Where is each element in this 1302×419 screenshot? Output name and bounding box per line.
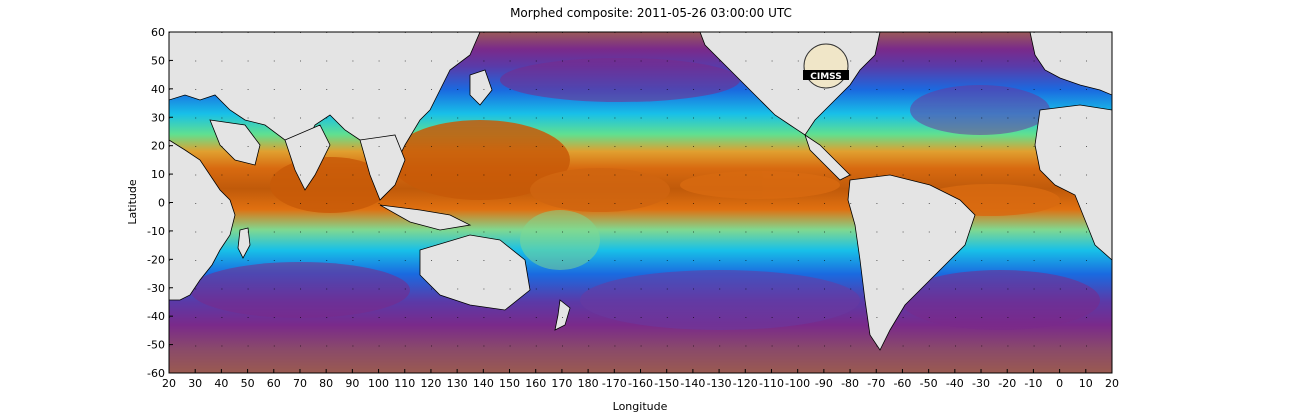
x-tick-label: -90: [815, 377, 833, 390]
y-tick-label: 10: [151, 168, 165, 181]
x-tick-label: 100: [368, 377, 389, 390]
x-tick-label: 140: [473, 377, 494, 390]
x-tick-label: 80: [319, 377, 333, 390]
y-axis: 60 50 40 30 20 10 0 -10 -20 -30 -40 -50 -60: [147, 26, 173, 380]
x-tick-label: 10: [1079, 377, 1093, 390]
x-tick-label: 90: [345, 377, 359, 390]
y-tick-label: 40: [151, 83, 165, 96]
x-axis-label: Longitude: [613, 400, 668, 413]
y-tick-label: -40: [147, 310, 165, 323]
x-tick-label: -50: [920, 377, 938, 390]
y-tick-label: -30: [147, 282, 165, 295]
y-tick-label: -50: [147, 339, 165, 352]
page-title: Morphed composite: 2011-05-26 03:00:00 U…: [510, 6, 792, 20]
x-tick-label: -60: [893, 377, 911, 390]
map-plot-area: [169, 32, 1112, 373]
x-tick-label: 0: [1056, 377, 1063, 390]
x-tick-label: -110: [759, 377, 784, 390]
x-tick-label: 170: [551, 377, 572, 390]
x-tick-label: 120: [420, 377, 441, 390]
y-tick-label: 60: [151, 26, 165, 39]
y-tick-label: 0: [158, 197, 165, 210]
x-tick-label: 180: [578, 377, 599, 390]
x-tick-label: 70: [293, 377, 307, 390]
x-tick-label: 50: [241, 377, 255, 390]
x-tick-label: 20: [162, 377, 176, 390]
x-tick-label: -10: [1024, 377, 1042, 390]
y-axis-label: Latitude: [126, 179, 139, 225]
x-tick-label: 150: [499, 377, 520, 390]
x-tick-label: -130: [707, 377, 732, 390]
logo-text: CIMSS: [810, 72, 841, 82]
x-tick-label: -140: [680, 377, 705, 390]
y-tick-label: -20: [147, 253, 165, 266]
y-tick-label: 20: [151, 140, 165, 153]
y-tick-label: -10: [147, 225, 165, 238]
x-tick-label: -70: [867, 377, 885, 390]
x-tick-label: 20: [1105, 377, 1119, 390]
x-tick-label: -30: [972, 377, 990, 390]
x-tick-label: -80: [841, 377, 859, 390]
y-tick-label: 50: [151, 54, 165, 67]
x-axis: 20 30 40 50 60 70 80 90 100 110 120 130 140 150 160 170…: [162, 369, 1119, 390]
graticule-dots: [169, 32, 1112, 373]
cimss-logo: CIMSS: [803, 43, 849, 89]
x-tick-label: 110: [394, 377, 415, 390]
x-tick-label: -160: [628, 377, 653, 390]
x-tick-label: 40: [214, 377, 228, 390]
x-tick-label: -150: [654, 377, 679, 390]
x-tick-label: 30: [188, 377, 202, 390]
x-tick-label: -120: [733, 377, 758, 390]
y-tick-label: -60: [147, 367, 165, 380]
x-tick-label: -170: [602, 377, 627, 390]
x-tick-label: -40: [946, 377, 964, 390]
x-tick-label: -100: [785, 377, 810, 390]
y-tick-label: 30: [151, 111, 165, 124]
x-tick-label: 60: [267, 377, 281, 390]
x-tick-label: -20: [998, 377, 1016, 390]
x-tick-label: 130: [447, 377, 468, 390]
x-tick-label: 160: [525, 377, 546, 390]
